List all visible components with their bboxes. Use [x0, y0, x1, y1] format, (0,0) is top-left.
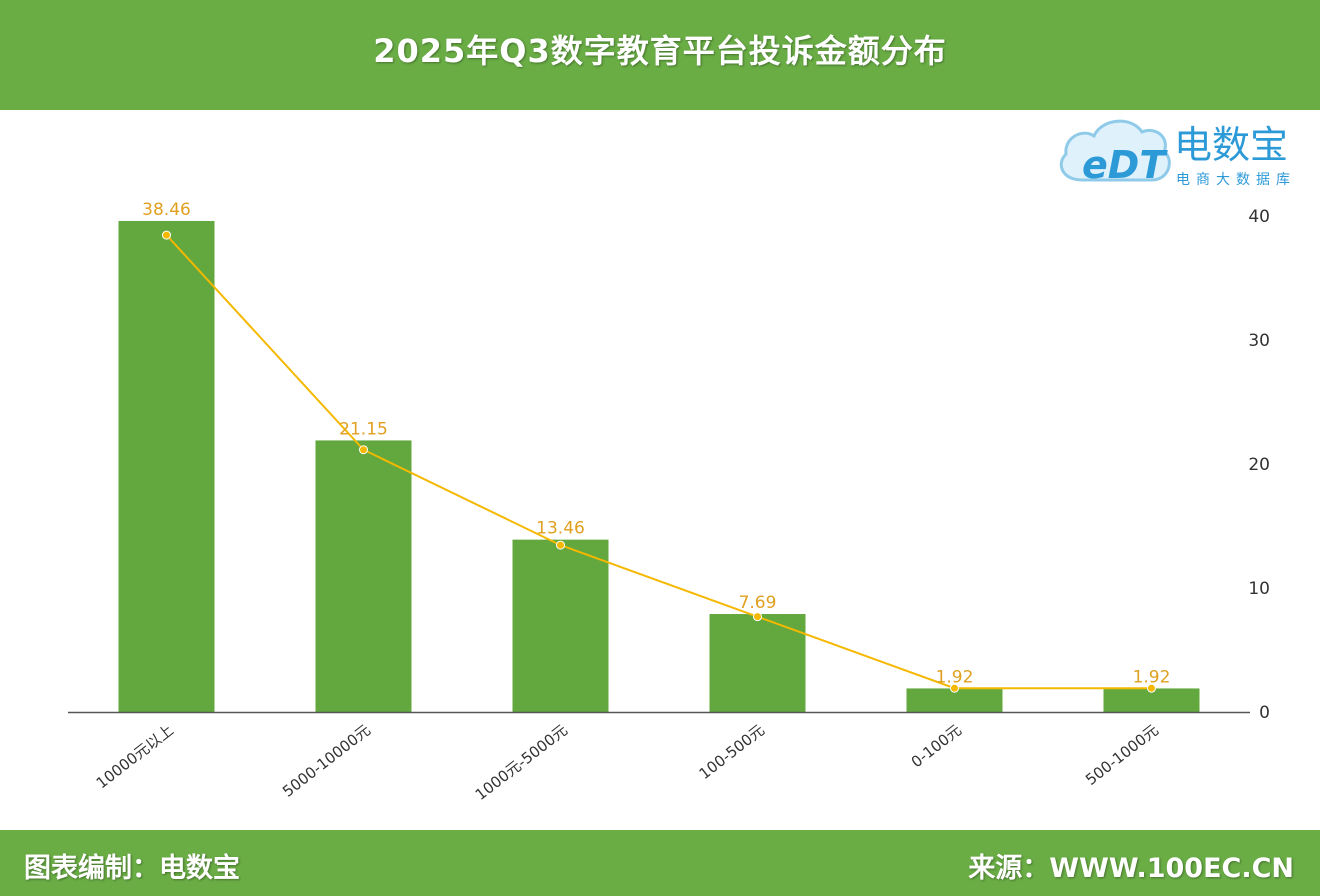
- logo-mark: eDT: [1082, 143, 1168, 187]
- y-tick-label: 40: [1248, 207, 1270, 227]
- line-point: [753, 612, 762, 622]
- x-tick-label: 0-100元: [908, 721, 965, 771]
- y-tick-label: 30: [1248, 331, 1270, 351]
- data-label: 1.92: [1133, 667, 1171, 687]
- line-point: [359, 445, 368, 455]
- y-tick-label: 0: [1259, 703, 1270, 723]
- footer-source: 来源：WWW.100EC.CN: [968, 853, 1294, 884]
- x-tick-label: 10000元以上: [93, 721, 177, 792]
- series-line: [165, 234, 1152, 690]
- chart-title: 2025年Q3数字教育平台投诉金额分布: [373, 32, 947, 70]
- footer-bar: 图表编制：电数宝 来源：WWW.100EC.CN: [0, 830, 1320, 896]
- data-label: 21.15: [339, 419, 388, 439]
- x-tick-label: 500-1000元: [1082, 721, 1162, 789]
- bar: [906, 688, 1003, 712]
- data-label: 7.69: [739, 593, 777, 613]
- bar: [512, 539, 609, 712]
- footer-credit: 图表编制：电数宝: [24, 853, 240, 884]
- data-label: 13.46: [536, 519, 585, 539]
- bar: [118, 220, 215, 712]
- line-point: [1147, 683, 1156, 693]
- edt-logo: eDT 电数宝 电商大数据库: [1059, 119, 1296, 188]
- data-label: 38.46: [142, 200, 191, 220]
- bar: [709, 614, 806, 712]
- bar: [315, 440, 412, 712]
- logo-tagline: 电商大数据库: [1176, 172, 1296, 188]
- y-tick-label: 10: [1248, 579, 1270, 599]
- x-tick-label: 5000-10000元: [279, 721, 374, 801]
- header-bar: 2025年Q3数字教育平台投诉金额分布: [0, 0, 1320, 110]
- line-point: [162, 230, 171, 240]
- y-tick-label: 20: [1248, 455, 1270, 475]
- line-point: [950, 683, 959, 693]
- data-label: 1.92: [936, 667, 974, 687]
- x-tick-label: 1000元-5000元: [472, 721, 571, 804]
- x-tick-label: 100-500元: [696, 721, 768, 783]
- logo-name: 电数宝: [1174, 123, 1288, 167]
- bar: [1103, 688, 1200, 712]
- line-point: [556, 540, 565, 550]
